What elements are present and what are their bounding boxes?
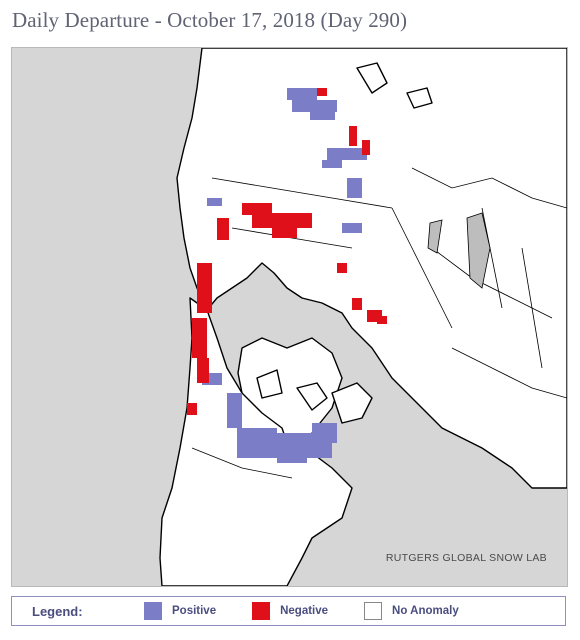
iceland-land xyxy=(406,87,433,109)
caspian-lake xyxy=(466,212,491,289)
negative-anomaly-cells xyxy=(187,88,387,415)
baikal-lake xyxy=(427,219,443,254)
svalbard-land xyxy=(356,62,388,94)
legend-swatch-negative xyxy=(252,602,271,620)
legend-item-no-anomaly: No Anomaly xyxy=(364,602,459,620)
landmasses xyxy=(159,48,567,586)
legend-item-positive: Positive xyxy=(144,602,216,620)
map-title: Daily Departure - October 17, 2018 (Day … xyxy=(12,8,408,32)
lakes xyxy=(427,212,491,289)
legend-swatch-positive xyxy=(144,602,162,620)
legend-swatch-no-anomaly xyxy=(364,602,383,620)
arctic-island-2 xyxy=(296,382,328,411)
positive-anomaly-cells xyxy=(202,88,367,463)
legend-heading: Legend: xyxy=(32,603,83,619)
snow-departure-map: RUTGERS GLOBAL SNOW LAB xyxy=(11,47,568,587)
legend: Legend: Positive Negative No Anomaly xyxy=(11,596,566,626)
map-credit: RUTGERS GLOBAL SNOW LAB xyxy=(385,552,547,564)
map-svg xyxy=(12,48,567,586)
legend-label-negative: Negative xyxy=(280,605,329,617)
legend-label-no-anomaly: No Anomaly xyxy=(392,605,459,617)
arctic-island-1 xyxy=(331,382,373,424)
legend-item-negative: Negative xyxy=(252,602,328,620)
eurasia-land xyxy=(176,48,567,489)
arctic-island-3 xyxy=(256,369,283,399)
legend-label-positive: Positive xyxy=(172,605,217,617)
